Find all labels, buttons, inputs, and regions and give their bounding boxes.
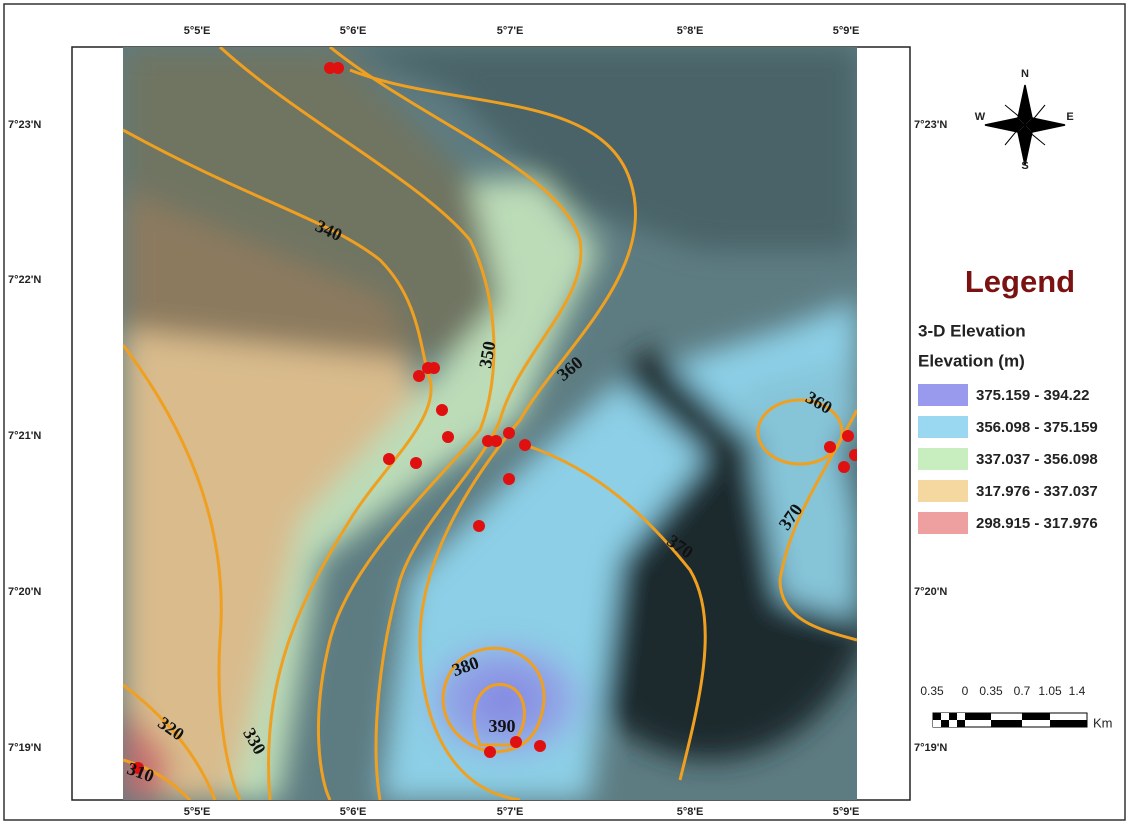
sample-point: [519, 439, 531, 451]
bottom-coord-label: 5°8'E: [677, 806, 704, 818]
scale-block: [957, 720, 965, 727]
sample-point: [490, 435, 502, 447]
contour-label: 390: [489, 716, 516, 736]
scale-block: [933, 720, 941, 727]
scale-label: 0.35: [920, 684, 944, 698]
left-coord-label: 7°22'N: [8, 274, 41, 286]
sample-point: [428, 362, 440, 374]
sample-point: [332, 62, 344, 74]
scale-block: [949, 720, 957, 727]
scale-block: [941, 713, 949, 720]
scale-block: [949, 713, 957, 720]
legend-swatch: [918, 448, 968, 470]
legend-swatch: [918, 416, 968, 438]
scale-block: [957, 713, 965, 720]
legend-label: 356.098 - 375.159: [976, 419, 1098, 436]
sample-point: [838, 461, 850, 473]
scale-block: [991, 720, 1022, 727]
scale-label: 0: [962, 684, 969, 698]
scale-block: [1022, 713, 1050, 720]
scale-block: [1050, 720, 1087, 727]
right-coord-label: 7°19'N: [914, 742, 947, 754]
sample-point: [383, 453, 395, 465]
sample-point: [842, 430, 854, 442]
sample-point: [473, 520, 485, 532]
bottom-coord-label: 5°7'E: [497, 806, 524, 818]
scale-label: 1.05: [1038, 684, 1062, 698]
compass-letter: S: [1021, 160, 1028, 172]
sample-point: [534, 740, 546, 752]
legend-swatch: [918, 512, 968, 534]
legend-label: 298.915 - 317.976: [976, 515, 1098, 532]
compass-letter: W: [975, 111, 986, 123]
legend-layer: 3-D Elevation: [918, 321, 1026, 340]
left-coord-label: 7°23'N: [8, 119, 41, 131]
bottom-coord-label: 5°5'E: [184, 806, 211, 818]
left-coord-label: 7°21'N: [8, 430, 41, 442]
scale-label: 0.7: [1014, 684, 1031, 698]
legend-label: 375.159 - 394.22: [976, 387, 1089, 404]
legend-field: Elevation (m): [918, 351, 1025, 370]
top-coord-label: 5°8'E: [677, 25, 704, 37]
bottom-coord-label: 5°9'E: [833, 806, 860, 818]
compass-letter: E: [1066, 111, 1073, 123]
legend-title: Legend: [965, 264, 1075, 299]
scale-label: 1.4: [1069, 684, 1086, 698]
scale-block: [933, 713, 941, 720]
left-coord-label: 7°19'N: [8, 742, 41, 754]
bottom-coord-label: 5°6'E: [340, 806, 367, 818]
compass-letter: N: [1021, 68, 1029, 80]
sample-point: [510, 736, 522, 748]
sample-point: [503, 427, 515, 439]
sample-point: [442, 431, 454, 443]
right-coord-label: 7°20'N: [914, 586, 947, 598]
legend-label: 317.976 - 337.037: [976, 483, 1098, 500]
left-coord-label: 7°20'N: [8, 586, 41, 598]
top-coord-label: 5°7'E: [497, 25, 524, 37]
top-coord-label: 5°5'E: [184, 25, 211, 37]
scale-block: [941, 720, 949, 727]
sample-point: [436, 404, 448, 416]
top-coord-label: 5°6'E: [340, 25, 367, 37]
legend-swatch: [918, 480, 968, 502]
scale-block: [965, 713, 991, 720]
top-coord-label: 5°9'E: [833, 25, 860, 37]
sample-point: [484, 746, 496, 758]
right-coord-label: 7°23'N: [914, 119, 947, 131]
sample-point: [824, 441, 836, 453]
sample-point: [503, 473, 515, 485]
sample-point: [410, 457, 422, 469]
sample-point: [413, 370, 425, 382]
legend-swatch: [918, 384, 968, 406]
scale-unit: Km: [1093, 715, 1113, 730]
map-page: 340350360360370370380390320330310 0.3500…: [0, 0, 1130, 825]
scale-label: 0.35: [979, 684, 1003, 698]
legend-label: 337.037 - 356.098: [976, 451, 1098, 468]
